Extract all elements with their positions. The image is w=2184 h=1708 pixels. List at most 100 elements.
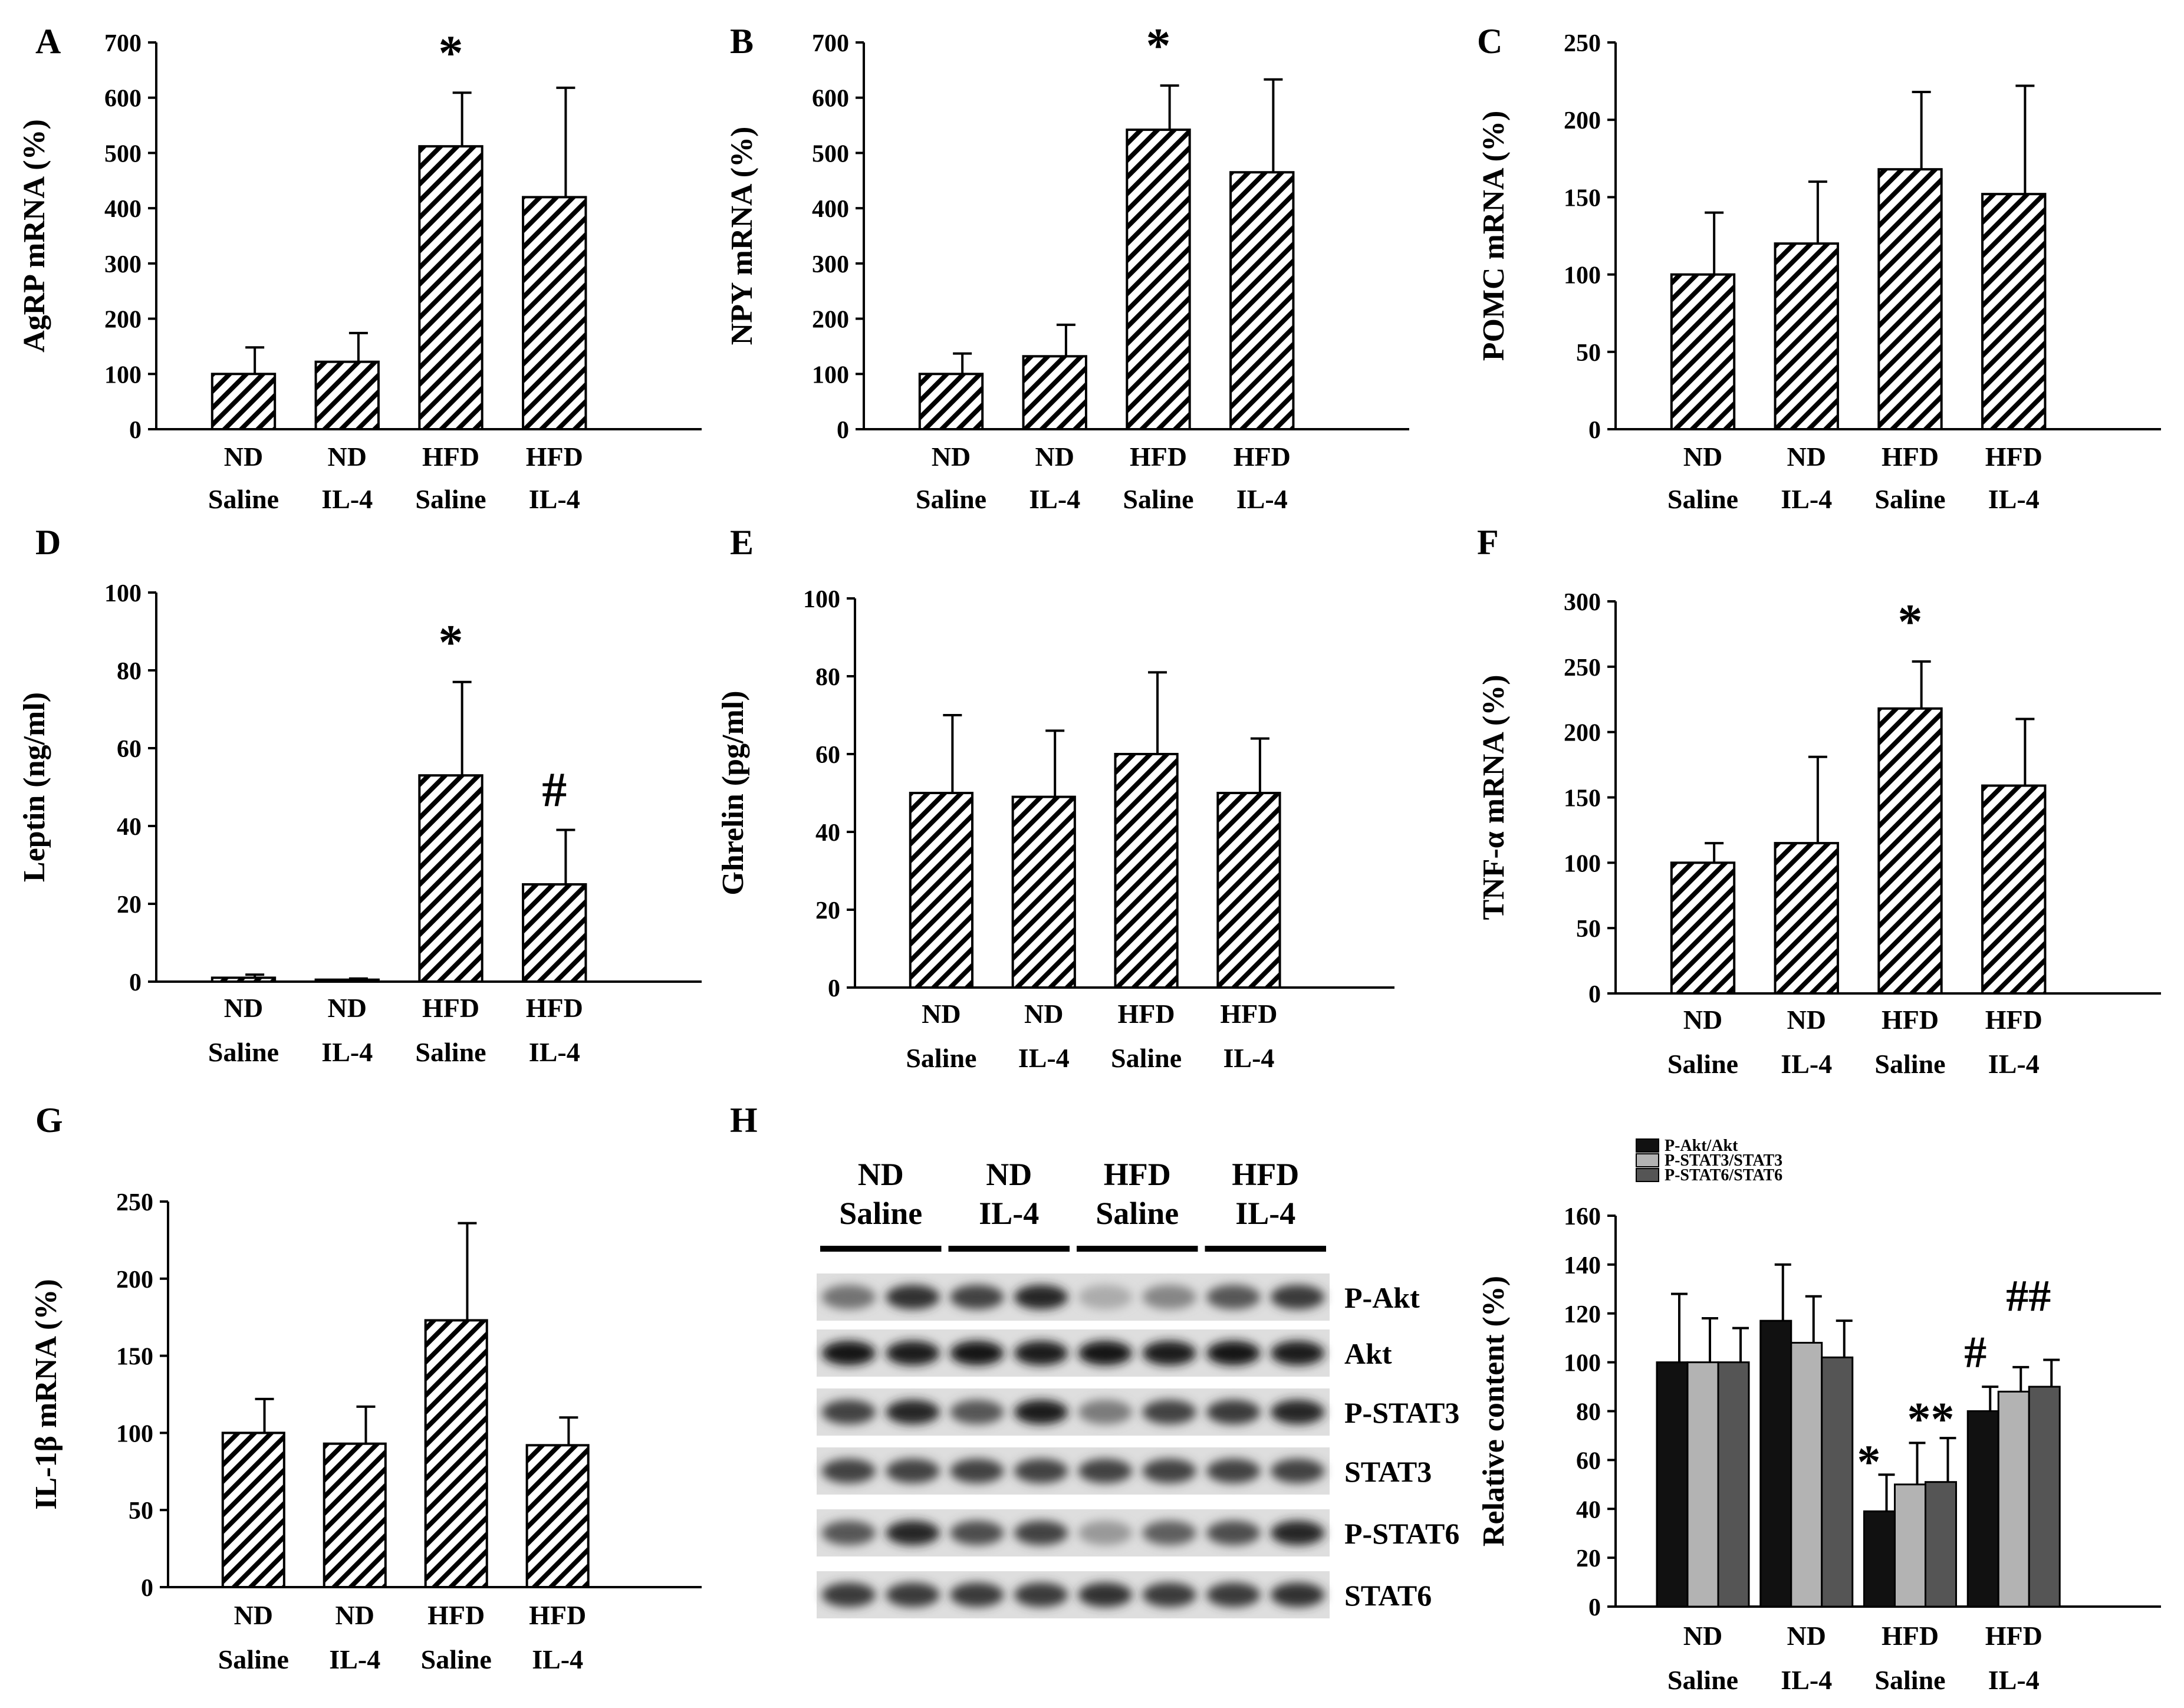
blot-band	[1014, 1400, 1068, 1424]
bar	[314, 978, 380, 983]
blot-band	[1206, 1341, 1261, 1365]
x-tick-label: Saline	[916, 484, 986, 514]
blot-band	[1270, 1459, 1325, 1483]
y-tick-label: 150	[116, 1344, 153, 1371]
legend-swatch	[1636, 1153, 1659, 1167]
x-tick-label: Saline	[208, 1037, 279, 1067]
y-tick-label: 700	[104, 30, 142, 57]
bar-pstat3stat3	[1997, 1390, 2030, 1608]
y-tick-label: 600	[104, 85, 142, 113]
blot-band	[1206, 1400, 1261, 1424]
panel-label: C	[1477, 22, 1502, 61]
bar	[1774, 842, 1839, 995]
y-tick-label: 200	[1564, 107, 1601, 134]
x-tick-label: ND	[336, 1600, 374, 1630]
bar	[1114, 753, 1179, 989]
y-tick-label: 200	[812, 307, 849, 334]
x-tick-label: Saline	[906, 1043, 976, 1073]
x-tick-label: ND	[1787, 1005, 1826, 1035]
x-tick-label: HFD	[427, 1600, 485, 1630]
blot-band	[1142, 1521, 1196, 1545]
panel-label: H	[730, 1101, 758, 1140]
chart-panel-G: G 0 50 100 150 200 250 IL-1β mRNA (%) ND Saline ND…	[29, 1101, 702, 1674]
bar	[210, 373, 277, 430]
significance-mark: #	[1964, 1328, 1986, 1377]
y-tick-label: 80	[1576, 1399, 1601, 1426]
bar-paktakt	[1656, 1361, 1689, 1608]
blot-band	[886, 1521, 940, 1545]
blot-band	[950, 1582, 1004, 1607]
blot-group-label: Saline	[1096, 1196, 1179, 1231]
x-tick-label: Saline	[415, 484, 486, 514]
blot-band	[886, 1341, 940, 1365]
blot-row-label: P-STAT6	[1344, 1517, 1459, 1550]
y-tick-label: 20	[117, 891, 142, 919]
legend-swatch	[1636, 1168, 1659, 1182]
x-tick-label: Saline	[1123, 484, 1193, 514]
bar	[1877, 168, 1943, 430]
x-tick-label: HFD	[1882, 442, 1939, 472]
blot-band	[1142, 1285, 1196, 1309]
bar-pstat6stat6	[1821, 1356, 1854, 1608]
y-axis-title: TNF-α mRNA (%)	[1477, 674, 1511, 920]
y-tick-label: 160	[1564, 1203, 1601, 1230]
y-tick-label: 100	[104, 361, 142, 389]
blot-row-label: Akt	[1344, 1337, 1392, 1370]
x-tick-label: IL-4	[1988, 1049, 2040, 1079]
chart-panel-H: H 0 20 40 60 80 100 120 140 160 Relative content (…	[730, 1101, 2161, 1695]
bar	[1670, 273, 1736, 430]
x-tick-label: ND	[1683, 442, 1722, 472]
y-tick-label: 400	[812, 196, 849, 223]
blot-band	[1270, 1400, 1325, 1424]
blot-group-label: HFD	[1104, 1157, 1171, 1192]
significance-mark: ##	[2006, 1272, 2051, 1321]
x-tick-label: ND	[328, 442, 367, 472]
bar	[1774, 242, 1839, 430]
blot-group-label: ND	[986, 1157, 1032, 1192]
x-tick-label: HFD	[526, 993, 583, 1023]
x-tick-label: HFD	[1985, 1621, 2042, 1651]
blot-band	[1078, 1459, 1133, 1483]
significance-mark: *	[1898, 594, 1923, 649]
y-tick-label: 600	[812, 85, 849, 113]
y-tick-label: 80	[117, 658, 142, 685]
bar	[418, 774, 483, 983]
y-tick-label: 120	[1564, 1301, 1601, 1328]
bar-paktakt	[1863, 1510, 1896, 1608]
blot-row-label: P-Akt	[1344, 1281, 1420, 1314]
blot-band	[1014, 1521, 1068, 1545]
y-axis-title: NPY mRNA (%)	[725, 127, 759, 345]
chart-panel-C: C 0 50 100 150 200 250 POMC mRNA (%) ND Saline ND I…	[1477, 22, 2161, 514]
y-tick-label: 500	[104, 140, 142, 167]
x-tick-label: IL-4	[1988, 484, 2040, 514]
blot-band	[1078, 1521, 1133, 1545]
bar	[522, 196, 587, 430]
bar	[1011, 795, 1076, 989]
y-tick-label: 100	[812, 361, 849, 389]
y-tick-label: 20	[815, 897, 840, 924]
y-tick-label: 40	[117, 814, 142, 841]
y-tick-label: 500	[812, 140, 849, 167]
x-tick-label: IL-4	[529, 484, 580, 514]
significance-mark: #	[542, 763, 567, 818]
blot-band	[821, 1582, 876, 1607]
blot-band	[1014, 1341, 1068, 1365]
x-tick-label: HFD	[1985, 1005, 2042, 1035]
y-tick-label: 50	[129, 1498, 153, 1525]
y-axis-title: Ghrelin (pg/ml)	[716, 690, 750, 895]
western-blot: ND Saline ND IL-4 HFD Saline HFD IL-4 P-Akt Akt P-…	[817, 1157, 1459, 1618]
bar	[1981, 193, 2047, 430]
x-tick-label: HFD	[529, 1600, 586, 1630]
y-tick-label: 300	[1564, 589, 1601, 616]
significance-mark: *	[439, 615, 463, 670]
y-tick-label: 100	[1564, 850, 1601, 877]
panel-label: A	[35, 22, 61, 61]
panel-label: F	[1477, 523, 1499, 562]
blot-band	[821, 1341, 876, 1365]
bar-paktakt	[1759, 1319, 1792, 1608]
y-tick-label: 100	[803, 586, 840, 613]
y-tick-label: 300	[104, 251, 142, 278]
y-tick-label: 250	[1564, 30, 1601, 57]
